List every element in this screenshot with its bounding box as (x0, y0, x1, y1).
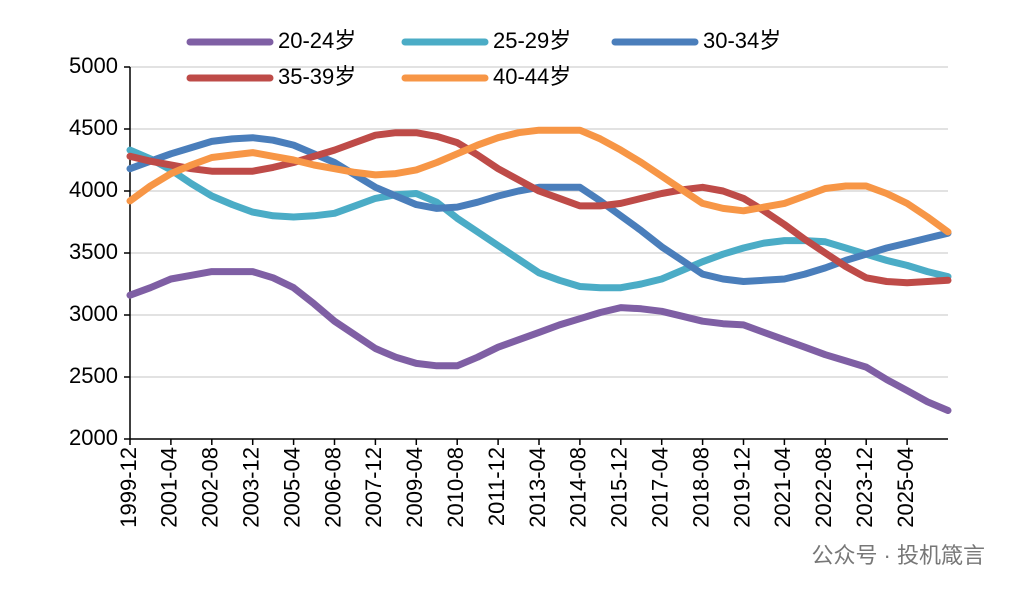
y-tick-label: 2500 (69, 363, 118, 388)
x-tick-label: 2002-08 (198, 447, 223, 528)
x-tick-label: 2009-04 (402, 447, 427, 528)
legend-label: 20-24岁 (278, 28, 356, 53)
x-tick-label: 2017-04 (648, 447, 673, 528)
legend-label: 40-44岁 (493, 64, 571, 89)
x-tick-label: 2011-12 (484, 447, 509, 526)
x-tick-label: 2003-12 (239, 447, 264, 528)
x-tick-label: 2025-04 (893, 447, 918, 528)
x-tick-label: 2018-08 (688, 447, 713, 528)
x-tick-label: 2022-08 (811, 447, 836, 528)
y-tick-label: 4500 (69, 115, 118, 140)
watermark: 公众号 · 投机箴言 (811, 543, 985, 568)
legend-label: 35-39岁 (278, 64, 356, 89)
x-tick-label: 2010-08 (443, 447, 468, 528)
legend-label: 30-34岁 (703, 28, 781, 53)
x-tick-label: 2015-12 (607, 447, 632, 528)
x-tick-label: 2005-04 (279, 447, 304, 528)
series-line (126, 129, 952, 287)
y-tick-label: 2000 (69, 425, 118, 450)
legend-label: 25-29岁 (493, 28, 571, 53)
x-tick-label: 2001-04 (157, 447, 182, 528)
x-tick-label: 2023-12 (852, 447, 877, 528)
y-tick-label: 3000 (69, 301, 118, 326)
x-tick-label: 2021-04 (770, 447, 795, 528)
series-line (126, 268, 952, 414)
x-tick-label: 2006-08 (320, 447, 345, 528)
series-line (126, 126, 952, 236)
x-tick-label: 2014-08 (566, 447, 591, 528)
x-tick-label: 2007-12 (361, 447, 386, 528)
y-tick-label: 5000 (69, 53, 118, 78)
y-tick-label: 4000 (69, 177, 118, 202)
x-tick-label: 1999-12 (116, 447, 141, 528)
x-tick-label: 2013-04 (525, 447, 550, 528)
y-tick-label: 3500 (69, 239, 118, 264)
x-tick-label: 2019-12 (729, 447, 754, 528)
